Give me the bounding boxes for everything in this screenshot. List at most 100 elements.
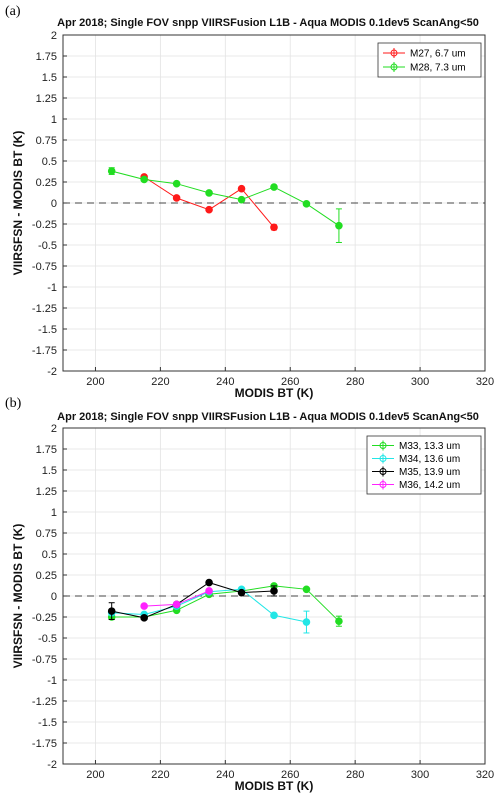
data-point — [335, 221, 343, 230]
data-point — [205, 189, 213, 197]
legend-item: M28, 7.3 um — [383, 62, 466, 74]
data-point — [172, 600, 181, 609]
y-tick-label: 1.5 — [42, 465, 57, 477]
data-point — [270, 611, 278, 620]
y-tick-label: 0.5 — [42, 156, 57, 168]
legend: M33, 13.3 um M34, 13.6 um M35, 13.9 um M36,… — [366, 435, 482, 495]
series-line — [111, 582, 275, 619]
y-tick-label: 1 — [51, 114, 57, 126]
y-tick-label: -0.25 — [32, 612, 57, 624]
data-point — [237, 588, 246, 597]
legend-label: M34, 13.6 um — [399, 454, 460, 465]
legend-item: M27, 6.7 um — [383, 48, 466, 60]
y-tick-label: 1.25 — [36, 486, 57, 498]
data-point — [270, 223, 278, 232]
x-tick-label: 320 — [476, 376, 494, 388]
series-2 — [107, 167, 343, 243]
y-axis-title: VIIRSFSN - MODIS BT (K) — [11, 131, 25, 276]
y-tick-label: -0.5 — [38, 633, 57, 645]
series-line — [111, 170, 340, 227]
y-tick-label: -1.75 — [32, 345, 57, 357]
panel-label: (a) — [5, 4, 21, 19]
x-tick-label: 220 — [151, 376, 169, 388]
chart-title: Apr 2018; Single FOV snpp VIIRSFusion L1… — [57, 411, 479, 423]
data-point — [140, 175, 148, 184]
y-tick-label: -1.25 — [32, 696, 57, 708]
legend-label: M27, 6.7 um — [410, 49, 466, 60]
data-point — [205, 587, 213, 595]
x-tick-label: 300 — [411, 376, 429, 388]
data-point — [270, 183, 278, 191]
y-tick-label: -2 — [47, 759, 57, 771]
legend-label: M33, 13.3 um — [399, 441, 460, 452]
y-tick-label: 1.75 — [36, 444, 57, 456]
data-point — [302, 618, 311, 626]
legend: M27, 6.7 um M28, 7.3 um — [377, 42, 482, 78]
data-point — [237, 184, 246, 193]
y-tick-label: -0.75 — [32, 261, 57, 273]
y-tick-label: -1 — [47, 675, 57, 687]
data-point — [335, 617, 343, 626]
y-tick-label: 0 — [51, 198, 57, 210]
y-axis-title: VIIRSFSN - MODIS BT (K) — [11, 524, 25, 669]
legend-label: M28, 7.3 um — [410, 63, 466, 74]
legend-item: M36, 14.2 um — [372, 479, 460, 491]
panel-label: (b) — [5, 396, 22, 411]
data-point — [172, 194, 181, 202]
y-tick-label: 0.75 — [36, 135, 57, 147]
data-point — [140, 602, 148, 610]
data-point — [302, 200, 311, 208]
legend-marker — [379, 442, 387, 449]
data-point — [205, 578, 213, 587]
x-tick-label: 200 — [86, 769, 104, 781]
data-point — [302, 585, 311, 594]
y-tick-label: -0.75 — [32, 654, 57, 666]
legend-item: M34, 13.6 um — [372, 453, 460, 465]
data-point — [140, 614, 148, 622]
y-tick-label: 0.75 — [36, 528, 57, 540]
x-tick-label: 200 — [86, 376, 104, 388]
y-tick-label: -1 — [47, 282, 57, 294]
y-tick-label: 1 — [51, 507, 57, 519]
chart-panel-b: (b) 200 220 240 260 280 300 320 2 1.75 1.5 1.25 1 0.7… — [5, 396, 494, 793]
data-point — [107, 167, 116, 175]
data-point — [270, 587, 278, 595]
y-tick-label: -0.25 — [32, 219, 57, 231]
x-tick-label: 260 — [281, 376, 299, 388]
data-point — [172, 179, 181, 188]
x-axis-title: MODIS BT (K) — [235, 386, 314, 400]
y-tick-label: 1.75 — [36, 51, 57, 63]
x-tick-label: 260 — [281, 769, 299, 781]
x-tick-label: 320 — [476, 769, 494, 781]
y-tick-label: 2 — [51, 423, 57, 435]
y-tick-label: 0.25 — [36, 177, 57, 189]
legend-label: M35, 13.9 um — [399, 467, 460, 478]
legend-item: M33, 13.3 um — [372, 440, 460, 452]
y-tick-label: 1.25 — [36, 93, 57, 105]
legend-marker — [390, 63, 398, 71]
data-point — [205, 205, 213, 214]
y-tick-label: -2 — [47, 366, 57, 378]
y-tick-label: 2 — [51, 30, 57, 42]
y-tick-label: 0.5 — [42, 549, 57, 561]
x-tick-label: 280 — [346, 376, 364, 388]
x-axis-title: MODIS BT (K) — [235, 779, 314, 793]
legend-marker — [379, 481, 387, 488]
data-point — [237, 195, 246, 204]
y-tick-label: -1.5 — [38, 717, 57, 729]
legend-marker — [379, 455, 387, 462]
y-tick-label: 1.5 — [42, 72, 57, 84]
legend-marker — [379, 468, 387, 475]
data-point — [107, 607, 116, 615]
x-tick-label: 240 — [216, 376, 234, 388]
legend-box — [377, 42, 482, 78]
chart-panel-a: (a) 200 220 240 260 280 300 320 2 1.75 1.5 1.25 1 0.7… — [5, 4, 494, 400]
series-4 — [140, 587, 213, 610]
legend-label: M36, 14.2 um — [399, 480, 460, 491]
legend-item: M35, 13.9 um — [372, 466, 460, 478]
y-tick-label: -1.75 — [32, 738, 57, 750]
y-tick-label: 0 — [51, 591, 57, 603]
x-tick-label: 280 — [346, 769, 364, 781]
y-tick-label: -1.5 — [38, 324, 57, 336]
